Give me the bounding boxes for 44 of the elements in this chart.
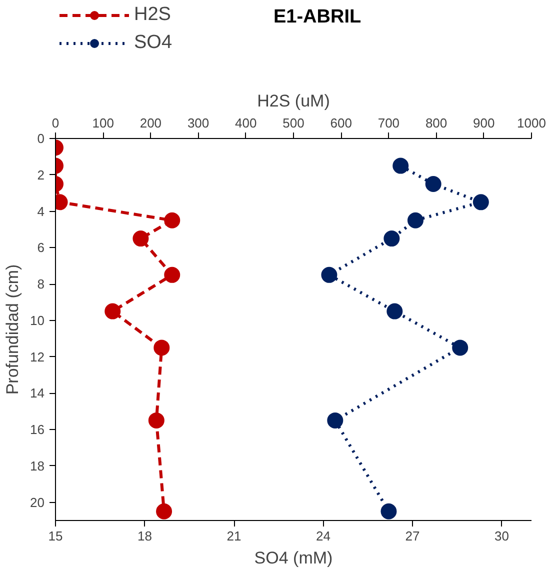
x2-tick-label: 1000 bbox=[517, 116, 546, 130]
x-tick-label: 30 bbox=[494, 528, 509, 544]
point bbox=[425, 176, 442, 192]
y-tick-label: 10 bbox=[30, 312, 45, 328]
point bbox=[407, 212, 424, 228]
point bbox=[392, 158, 409, 174]
point bbox=[327, 412, 344, 428]
x-axis-title: SO4 (mM) bbox=[254, 548, 333, 568]
y-tick-label: 2 bbox=[37, 167, 45, 182]
x2-tick-label: 200 bbox=[140, 116, 162, 130]
point bbox=[386, 303, 403, 320]
point bbox=[472, 194, 489, 210]
point bbox=[321, 266, 338, 283]
legend-label: H2S bbox=[134, 4, 171, 26]
point bbox=[384, 230, 400, 247]
y-tick-label: 0 bbox=[37, 131, 45, 146]
x2-tick-label: 300 bbox=[187, 116, 210, 130]
y-tick-label: 4 bbox=[37, 204, 45, 219]
x-tick-label: 21 bbox=[226, 528, 242, 544]
y-tick-label: 16 bbox=[30, 422, 45, 438]
x2-tick-label: 700 bbox=[378, 116, 400, 130]
chart-title: E1-ABRIL bbox=[273, 6, 362, 28]
x2-tick-label: 500 bbox=[282, 116, 304, 130]
x2-tick-label: 900 bbox=[473, 116, 495, 130]
x-tick-label: 15 bbox=[48, 528, 63, 544]
x-tick-label: 27 bbox=[405, 528, 420, 544]
x2-tick-label: 800 bbox=[425, 116, 448, 130]
point bbox=[452, 340, 468, 356]
y-tick-label: 14 bbox=[30, 386, 45, 401]
y-tick-label: 8 bbox=[37, 276, 45, 292]
point bbox=[380, 503, 397, 520]
x2-tick-label: 100 bbox=[92, 116, 114, 130]
y-tick-label: 6 bbox=[37, 240, 45, 256]
x2-tick-label: 0 bbox=[52, 116, 60, 130]
y-tick-label: 12 bbox=[30, 349, 45, 364]
x2-tick-label: 400 bbox=[235, 116, 257, 130]
legend-label: SO4 bbox=[134, 32, 172, 54]
x-tick-label: 24 bbox=[316, 528, 330, 544]
y-axis-title: Profundidad (cm) bbox=[3, 264, 22, 395]
x2-axis-title: H2S (uM) bbox=[257, 92, 330, 110]
x2-tick-label: 600 bbox=[330, 116, 352, 130]
x-tick-label: 18 bbox=[138, 528, 152, 544]
y-tick-label: 18 bbox=[30, 458, 45, 474]
y-tick-label: 20 bbox=[30, 494, 45, 510]
